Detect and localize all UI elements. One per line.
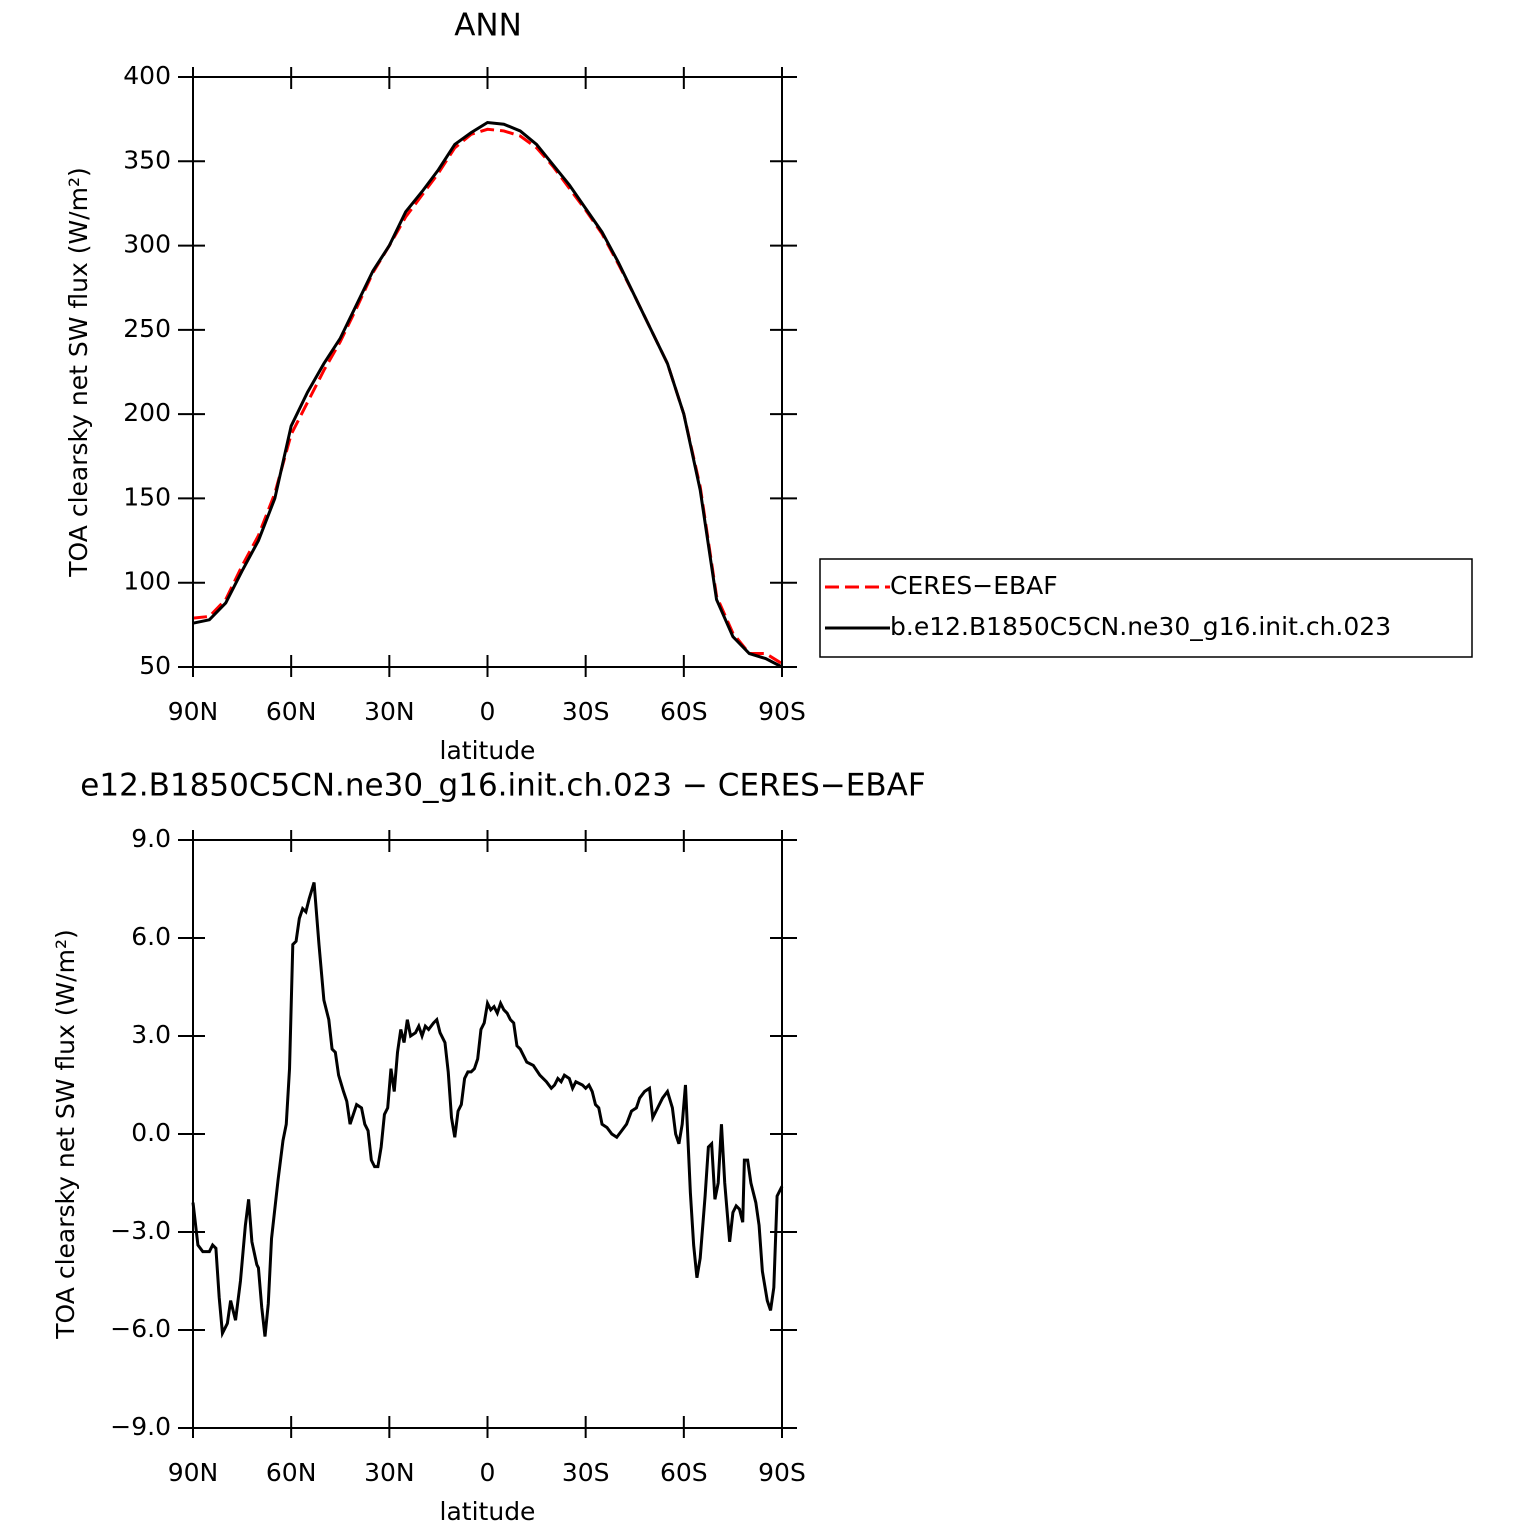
- x-tick-label: 60S: [660, 697, 708, 726]
- data-line: [192, 127, 783, 665]
- y-tick-label: −9.0: [110, 1412, 171, 1441]
- y-tick-label: 3.0: [131, 1020, 171, 1049]
- legend-label: b.e12.B1850C5CN.ne30_g16.init.ch.023: [890, 612, 1391, 641]
- x-tick-label: 90N: [168, 1458, 219, 1487]
- y-tick-label: 200: [123, 398, 171, 427]
- y-tick-label: 0.0: [131, 1118, 171, 1147]
- y-axis-label: TOA clearsky net SW flux (W/m²): [51, 929, 80, 1339]
- x-tick-label: 90S: [758, 697, 806, 726]
- y-tick-label: 6.0: [131, 922, 171, 951]
- y-tick-label: 300: [123, 230, 171, 259]
- x-axis-label: latitude: [440, 1497, 536, 1526]
- x-tick-label: 30S: [562, 697, 610, 726]
- x-tick-label: 0: [480, 1458, 496, 1487]
- y-tick-label: 9.0: [131, 824, 171, 853]
- y-tick-label: −6.0: [110, 1314, 171, 1343]
- y-tick-label: 250: [123, 314, 171, 343]
- y-tick-label: 400: [123, 61, 171, 90]
- y-tick-label: 100: [123, 567, 171, 596]
- x-tick-label: 30N: [364, 697, 415, 726]
- y-tick-label: 50: [139, 651, 171, 680]
- x-tick-label: 60S: [660, 1458, 708, 1487]
- legend-label: CERES−EBAF: [890, 571, 1058, 600]
- data-line: [191, 882, 784, 1339]
- y-tick-label: 350: [123, 145, 171, 174]
- x-tick-label: 30N: [364, 1458, 415, 1487]
- y-axis-label: TOA clearsky net SW flux (W/m²): [64, 167, 93, 577]
- x-tick-label: 30S: [562, 1458, 610, 1487]
- chart-title: ANN: [454, 8, 522, 44]
- plot-frame: [192, 839, 783, 1429]
- data-line: [192, 120, 783, 669]
- x-tick-label: 60N: [266, 697, 317, 726]
- y-tick-label: −3.0: [110, 1216, 171, 1245]
- x-tick-label: 90S: [758, 1458, 806, 1487]
- y-tick-label: 150: [123, 482, 171, 511]
- chart-title: e12.B1850C5CN.ne30_g16.init.ch.023 − CER…: [80, 768, 925, 804]
- x-tick-label: 0: [480, 697, 496, 726]
- x-axis-label: latitude: [440, 736, 536, 765]
- plot-frame: [192, 76, 783, 668]
- x-tick-label: 60N: [266, 1458, 317, 1487]
- legend-box: [819, 558, 1473, 658]
- x-tick-label: 90N: [168, 697, 219, 726]
